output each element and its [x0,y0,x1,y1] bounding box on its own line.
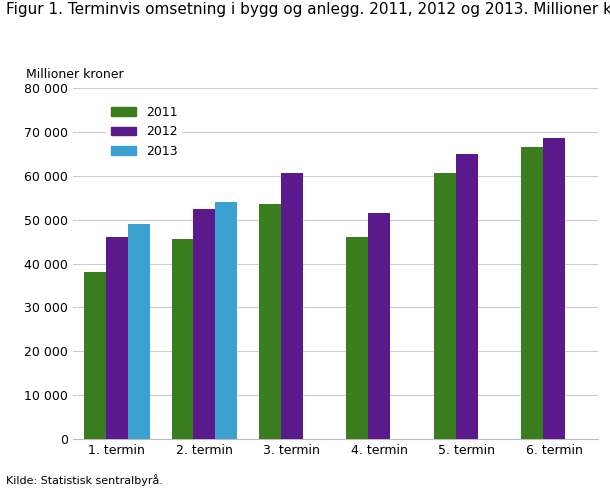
Bar [215,202,237,439]
Bar [456,154,478,439]
Bar [193,209,215,439]
Bar [543,138,565,439]
Legend: 2011, 2012, 2013: 2011, 2012, 2013 [106,101,182,163]
Bar [171,239,193,439]
Text: Kilde: Statistisk sentralbyrå.: Kilde: Statistisk sentralbyrå. [6,474,163,486]
Text: Millioner kroner: Millioner kroner [26,68,124,81]
Bar [346,237,368,439]
Bar [259,204,281,439]
Bar [281,173,303,439]
Bar [434,173,456,439]
Bar [522,147,543,439]
Bar [128,224,149,439]
Bar [368,213,390,439]
Bar [84,272,106,439]
Bar [106,237,128,439]
Text: Figur 1. Terminvis omsetning i bygg og anlegg. 2011, 2012 og 2013. Millioner kro: Figur 1. Terminvis omsetning i bygg og a… [6,2,610,18]
